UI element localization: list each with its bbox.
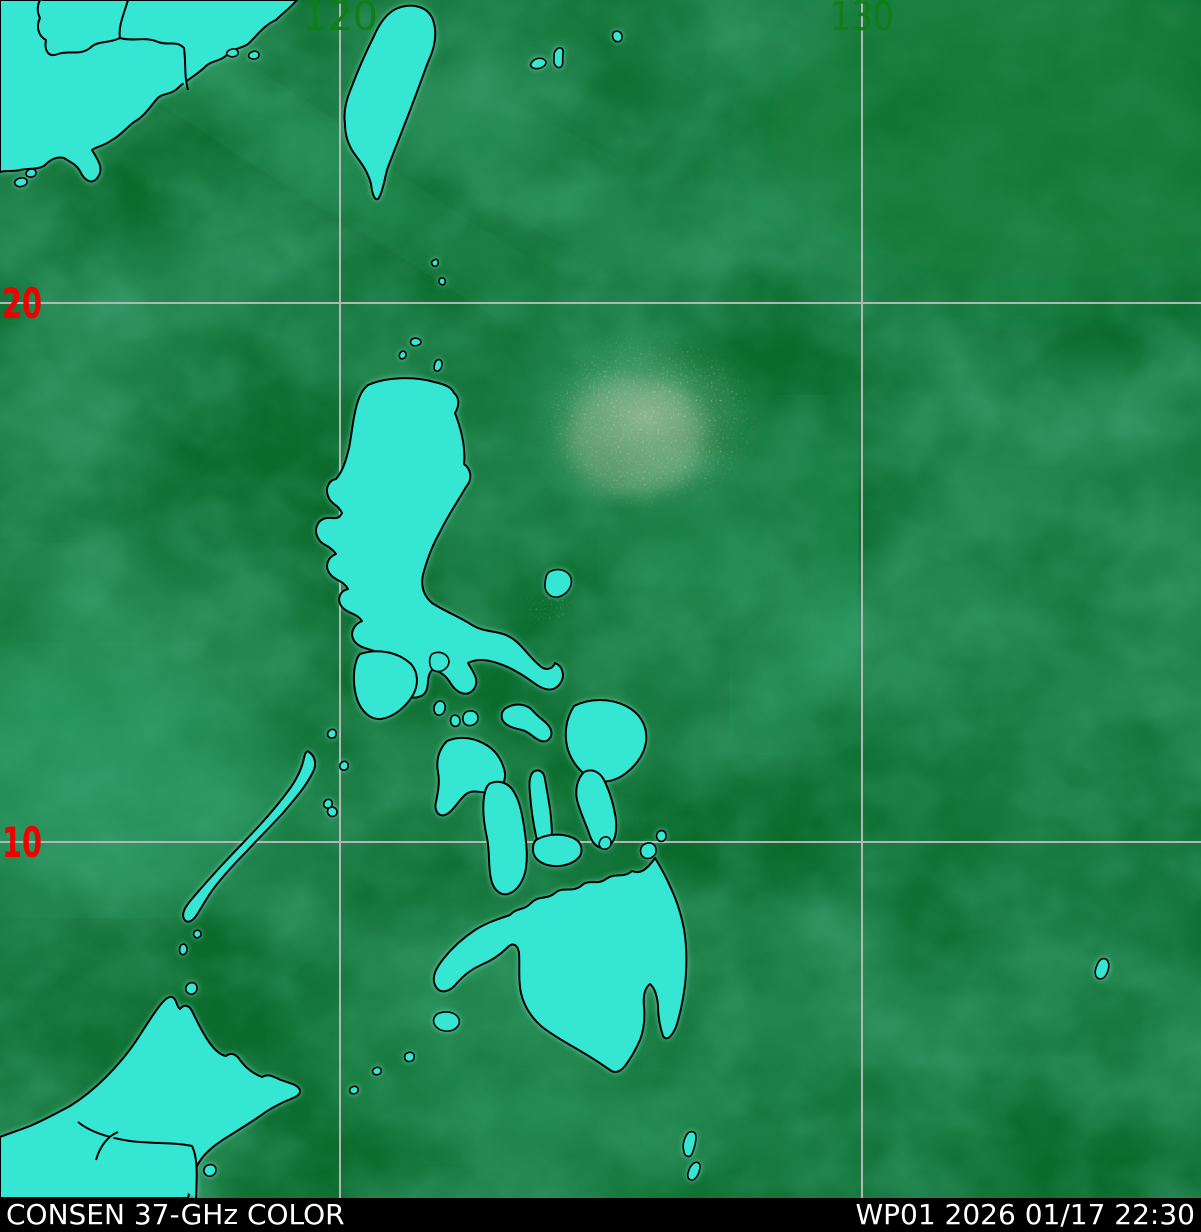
land-panay <box>434 736 507 817</box>
islet-batanes-2 <box>438 277 447 286</box>
islet-panaon <box>598 836 612 850</box>
islet-china-coast-1 <box>225 48 239 58</box>
islet-romblon <box>449 714 461 728</box>
islet-hongkong-1 <box>13 177 28 188</box>
grid-labels: 120 130 20 10 <box>2 0 894 867</box>
islet-borneo-east <box>202 1163 217 1177</box>
islet-marinduque <box>428 651 450 673</box>
land-borneo <box>0 995 302 1198</box>
islet-dinagat <box>639 842 657 860</box>
islet-ryukyu-east <box>611 30 623 43</box>
lat-label-10: 10 <box>2 818 42 867</box>
islet-babuyan-1 <box>409 337 422 347</box>
islet-cuyo-2 <box>338 760 349 771</box>
islet-talaud-2 <box>686 1161 701 1181</box>
land-bohol <box>532 833 583 868</box>
islet-cuyo-1 <box>326 728 337 739</box>
lon-label-120: 120 <box>302 0 378 40</box>
islet-sulu-3 <box>348 1085 359 1095</box>
landmasses <box>0 0 1110 1198</box>
islet-hongkong-2 <box>25 168 37 178</box>
china-province-border-1 <box>118 0 189 91</box>
islet-east-lone <box>1094 957 1110 980</box>
land-luzon <box>315 377 564 699</box>
storm-id-label: WP01 2026 01/17 22:30 <box>855 1198 1195 1231</box>
islet-babuyan-3 <box>433 358 443 372</box>
islet-china-coast-2 <box>247 50 260 60</box>
china-province-border-2 <box>36 0 121 56</box>
islet-siargao <box>655 829 667 843</box>
islet-sulu-2 <box>371 1066 382 1076</box>
storm-rainband <box>727 395 883 758</box>
islet-sibuyan <box>462 710 479 727</box>
land-negros <box>482 780 528 896</box>
islet-catanduanes <box>544 568 573 598</box>
islet-sulu-1 <box>403 1051 415 1063</box>
islet-balabac-2 <box>178 943 188 956</box>
islet-coron <box>326 806 338 818</box>
land-mindoro <box>352 650 418 721</box>
land-samar <box>564 699 648 783</box>
islet-iriomote <box>529 57 547 70</box>
land-taiwan <box>343 4 437 201</box>
lat-label-20: 20 <box>2 279 42 328</box>
islet-balabac-1 <box>192 929 202 939</box>
land-palawan <box>182 750 317 923</box>
product-label: CONSEN 37-GHz COLOR <box>6 1198 345 1231</box>
borneo-border-brunei <box>95 1131 119 1161</box>
islet-basilan <box>432 1011 461 1032</box>
lon-label-130: 130 <box>830 0 894 40</box>
storm-scatter-speckles <box>515 315 785 530</box>
land-masbate <box>500 703 553 743</box>
footer-bar: CONSEN 37-GHz COLOR WP01 2026 01/17 22:3… <box>0 1198 1201 1232</box>
islet-banggi <box>184 981 198 995</box>
map-canvas: 120 130 20 10 <box>0 0 1201 1198</box>
land-mindanao <box>432 857 688 1074</box>
islet-ishigaki <box>553 47 564 69</box>
islet-batanes-1 <box>430 258 440 268</box>
islet-babuyan-2 <box>398 350 407 360</box>
islet-talaud-1 <box>682 1130 697 1158</box>
islet-tablas <box>433 700 446 716</box>
